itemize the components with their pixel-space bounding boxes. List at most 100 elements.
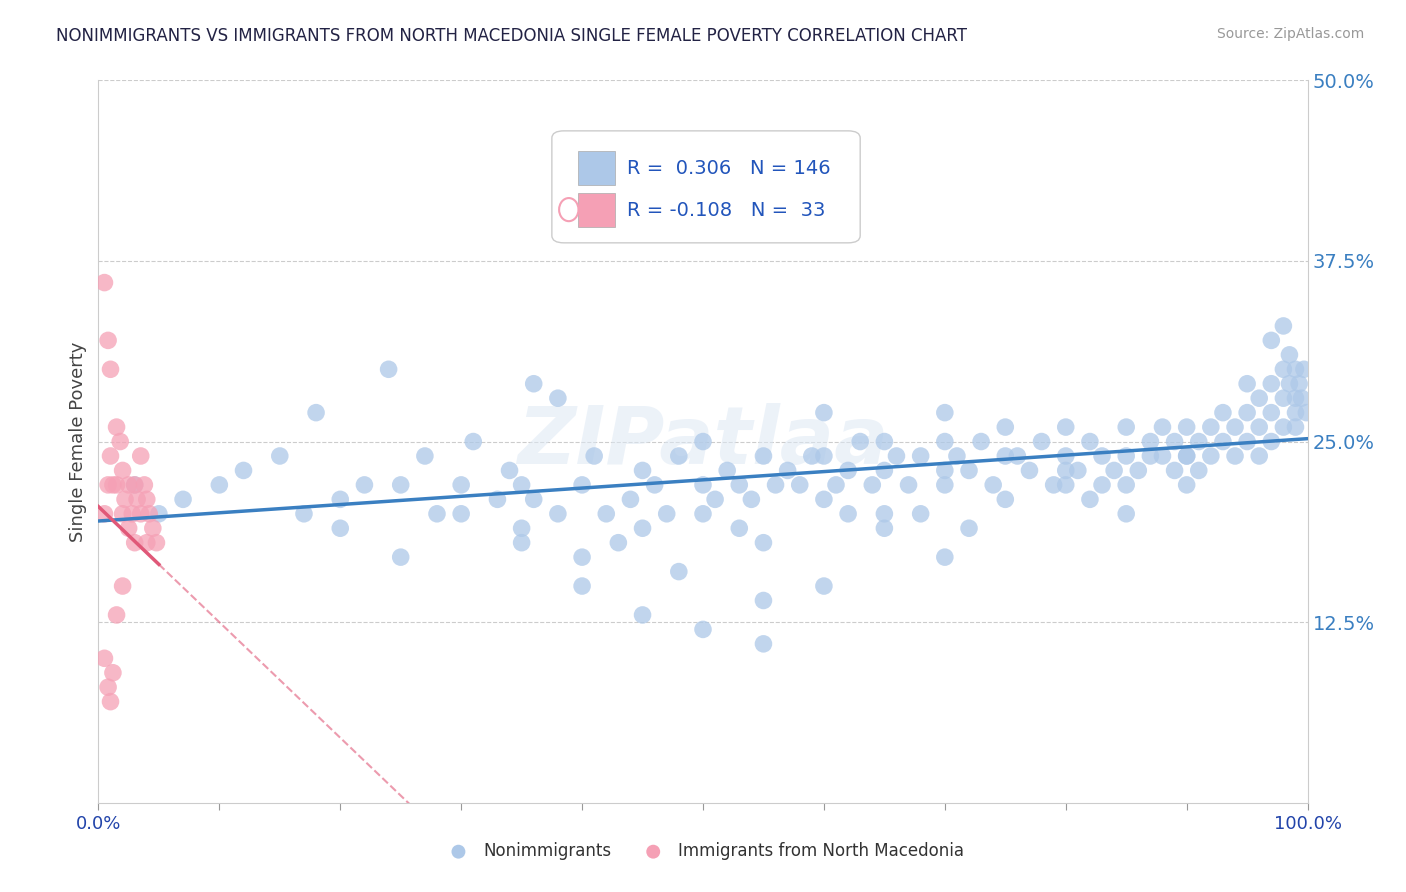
Point bbox=[825, 478, 848, 492]
FancyBboxPatch shape bbox=[578, 151, 614, 185]
Point bbox=[1091, 449, 1114, 463]
Point bbox=[728, 521, 751, 535]
Point bbox=[1249, 420, 1271, 434]
Point bbox=[1272, 362, 1295, 376]
Point bbox=[1199, 449, 1222, 463]
Text: R =  0.306   N = 146: R = 0.306 N = 146 bbox=[627, 159, 831, 178]
Point bbox=[510, 521, 533, 535]
Point bbox=[101, 478, 124, 492]
Point bbox=[981, 478, 1004, 492]
Point bbox=[100, 449, 122, 463]
Point bbox=[631, 607, 654, 622]
Point bbox=[1128, 463, 1150, 477]
Point bbox=[111, 507, 134, 521]
Point bbox=[1054, 463, 1077, 477]
Point bbox=[1284, 406, 1306, 420]
Y-axis label: Single Female Poverty: Single Female Poverty bbox=[69, 342, 87, 541]
Point bbox=[837, 463, 859, 477]
Point bbox=[910, 449, 932, 463]
Point bbox=[692, 434, 714, 449]
Point bbox=[1212, 434, 1234, 449]
Point bbox=[353, 478, 375, 492]
Point bbox=[1291, 391, 1313, 405]
Point bbox=[1031, 434, 1053, 449]
Point bbox=[837, 507, 859, 521]
Point bbox=[668, 449, 690, 463]
Point bbox=[118, 478, 141, 492]
Point bbox=[1042, 478, 1064, 492]
Point bbox=[148, 507, 170, 521]
Point bbox=[100, 695, 122, 709]
Point bbox=[1284, 391, 1306, 405]
Point bbox=[1115, 507, 1137, 521]
Point bbox=[1249, 391, 1271, 405]
Point bbox=[208, 478, 231, 492]
Point bbox=[692, 623, 714, 637]
Point bbox=[389, 550, 412, 565]
Point bbox=[1175, 478, 1198, 492]
Point bbox=[1212, 406, 1234, 420]
Point bbox=[1260, 406, 1282, 420]
Text: NONIMMIGRANTS VS IMMIGRANTS FROM NORTH MACEDONIA SINGLE FEMALE POVERTY CORRELATI: NONIMMIGRANTS VS IMMIGRANTS FROM NORTH M… bbox=[56, 27, 967, 45]
Point bbox=[127, 492, 149, 507]
Point bbox=[1223, 449, 1246, 463]
Point bbox=[655, 507, 678, 521]
Point bbox=[1007, 449, 1029, 463]
Point bbox=[1249, 449, 1271, 463]
Point bbox=[668, 565, 690, 579]
Point bbox=[111, 579, 134, 593]
Point bbox=[1115, 478, 1137, 492]
Point bbox=[1152, 420, 1174, 434]
FancyBboxPatch shape bbox=[578, 193, 614, 227]
Point bbox=[595, 507, 617, 521]
Point bbox=[129, 507, 152, 521]
Point bbox=[138, 507, 160, 521]
Point bbox=[1278, 348, 1301, 362]
Point bbox=[860, 478, 883, 492]
Point bbox=[377, 362, 399, 376]
Point bbox=[728, 478, 751, 492]
Point bbox=[498, 463, 520, 477]
Point bbox=[571, 550, 593, 565]
Point bbox=[644, 478, 666, 492]
Point bbox=[1115, 449, 1137, 463]
Point bbox=[692, 478, 714, 492]
Point bbox=[100, 362, 122, 376]
Point bbox=[135, 492, 157, 507]
Point bbox=[994, 420, 1017, 434]
Point bbox=[1018, 463, 1040, 477]
Point bbox=[413, 449, 436, 463]
Legend: Nonimmigrants, Immigrants from North Macedonia: Nonimmigrants, Immigrants from North Mac… bbox=[434, 836, 972, 867]
Point bbox=[305, 406, 328, 420]
Point bbox=[1139, 434, 1161, 449]
Point bbox=[957, 521, 980, 535]
Point bbox=[124, 535, 146, 549]
Point bbox=[776, 463, 799, 477]
Point bbox=[1260, 434, 1282, 449]
Point bbox=[934, 434, 956, 449]
Text: Source: ZipAtlas.com: Source: ZipAtlas.com bbox=[1216, 27, 1364, 41]
Point bbox=[849, 434, 872, 449]
Point bbox=[1295, 406, 1317, 420]
Point bbox=[1236, 434, 1258, 449]
Point bbox=[886, 449, 908, 463]
Point bbox=[1272, 420, 1295, 434]
Point bbox=[135, 535, 157, 549]
Point bbox=[813, 492, 835, 507]
Point bbox=[571, 579, 593, 593]
Point bbox=[934, 406, 956, 420]
Point bbox=[1188, 434, 1211, 449]
Point bbox=[97, 680, 120, 694]
Point bbox=[463, 434, 485, 449]
Point bbox=[172, 492, 194, 507]
Point bbox=[232, 463, 254, 477]
Point bbox=[105, 607, 128, 622]
Point bbox=[1272, 391, 1295, 405]
Point bbox=[93, 507, 115, 521]
FancyBboxPatch shape bbox=[551, 131, 860, 243]
Point bbox=[450, 507, 472, 521]
Point bbox=[1272, 318, 1295, 333]
Point bbox=[101, 665, 124, 680]
Point bbox=[1054, 478, 1077, 492]
Point bbox=[1260, 376, 1282, 391]
